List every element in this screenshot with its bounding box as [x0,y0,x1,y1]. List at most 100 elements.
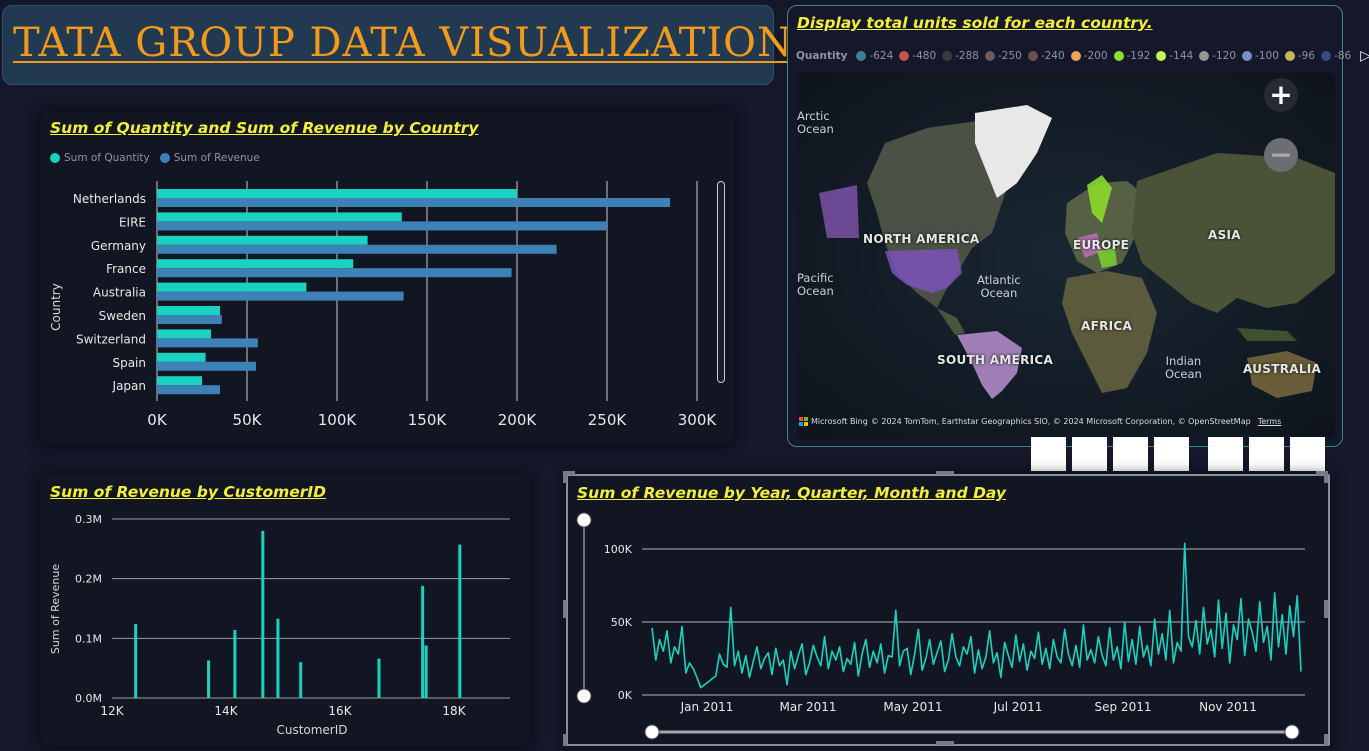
filter-box-6[interactable] [1249,437,1284,471]
bar-revenue[interactable] [157,221,607,231]
resize-handle-tr-v[interactable] [1324,471,1328,483]
map-legend-dot [942,51,953,61]
terms-link[interactable]: Terms [1257,417,1282,426]
bar-quantity[interactable] [157,235,368,245]
indonesia [1237,328,1297,341]
legend-label-revenue: Sum of Revenue [173,152,260,164]
map-attribution: Microsoft Bing © 2024 TomTom, Earthstar … [799,417,1281,426]
customer-bar[interactable] [233,629,237,698]
zoom-out-button[interactable]: − [1264,138,1298,172]
bar-revenue[interactable] [157,268,512,278]
bar-quantity[interactable] [157,329,211,339]
x-zoom-handle-right[interactable] [1284,724,1300,740]
filter-box-3[interactable] [1113,437,1148,471]
bing-label: Microsoft Bing [811,417,868,426]
resize-handle-left[interactable] [563,600,567,618]
time-chart-panel[interactable]: Sum of Revenue by Year, Quarter, Month a… [566,474,1330,746]
filter-box-4[interactable] [1154,437,1189,471]
map-legend-item: -250 [984,50,1022,62]
country-chart-scrollbar[interactable] [717,181,725,383]
customer-bar[interactable] [421,585,425,698]
zoom-in-button[interactable]: + [1264,78,1298,112]
country-label: Sweden [99,309,146,323]
map-legend-value: -192 [1126,50,1151,62]
time-x-tick: Jan 2011 [680,700,734,714]
map-legend-item: -240 [1027,50,1065,62]
map-copyright[interactable]: © 2024 TomTom, Earthstar Geographics SIO… [870,417,1251,426]
bar-revenue[interactable] [157,244,557,254]
legend-dot-revenue [159,153,170,163]
customer-bar[interactable] [377,658,381,698]
customer-chart-panel[interactable]: Sum of Revenue by CustomerID Sum of Reve… [40,474,530,746]
filter-box-1[interactable] [1031,437,1066,471]
filter-box-7[interactable] [1290,437,1325,471]
map-label-south-america: SOUTH AMERICA [937,353,1054,367]
map-legend-item: -288 [942,50,979,62]
map-legend-dot [1199,51,1210,61]
resize-handle-bottom[interactable] [936,741,954,745]
customer-bar[interactable] [458,544,462,698]
customer-bar[interactable] [424,645,428,698]
customer-bar-chart[interactable]: Sum of Revenue CustomerID 0.0M 0.1M 0.2M 0.… [40,474,530,746]
revenue-line[interactable] [651,542,1302,689]
filter-box-5[interactable] [1208,437,1243,471]
y-zoom-handle-top[interactable] [576,512,592,528]
world-map[interactable] [797,73,1335,439]
map-legend-items: -624 -480 -288 -250 -240 -200 -192 -144 -120 -100… [856,50,1351,62]
customer-bar[interactable] [261,530,265,698]
filter-box-2[interactable] [1072,437,1107,471]
bar-revenue[interactable] [157,291,404,301]
resize-handle-tl-v[interactable] [563,471,567,483]
map-panel[interactable]: Display total units sold for each countr… [787,5,1369,447]
map-label-north-america: NORTH AMERICA [863,232,980,246]
customer-bar[interactable] [276,618,280,698]
map-legend-dot [1156,51,1167,61]
customer-bar[interactable] [207,660,211,698]
time-x-tick: Jul 2011 [993,700,1043,714]
map-legend-item: -200 [1070,50,1108,62]
customer-y-axis-title: Sum of Revenue [49,564,62,654]
customer-bar[interactable] [299,662,303,698]
country-chart-legend[interactable]: Sum of Quantity Sum of Revenue [50,152,260,164]
customer-x-axis-title: CustomerID [276,723,347,737]
customer-x-tick: 14K [214,704,238,718]
bar-revenue[interactable] [157,315,222,324]
africa-landmass [1062,271,1157,393]
resize-handle-right[interactable] [1324,600,1328,618]
country-label: Netherlands [73,192,146,206]
bar-revenue[interactable] [157,385,220,395]
customer-bar[interactable] [134,624,138,698]
bar-revenue[interactable] [157,338,258,348]
country-x-tick: 200K [498,411,538,429]
y-zoom-handle-bottom[interactable] [576,688,592,704]
time-line-chart[interactable]: 0K 50K 100K Jan 2011 Mar 2011 May 2011 Jul 201… [568,476,1328,744]
map-title: Display total units sold for each countr… [797,14,1153,32]
bar-quantity[interactable] [157,306,220,315]
map-legend[interactable]: Quantity -624 -480 -288 -250 -240 -200 -192 -14… [796,48,1369,64]
country-chart-panel[interactable]: Sum of Quantity and Sum of Revenue by Co… [40,111,734,445]
map-legend-dot [856,51,867,61]
bar-quantity[interactable] [157,376,202,386]
bar-quantity[interactable] [157,212,402,222]
map-legend-item: -120 [1199,50,1236,62]
resize-handle-br[interactable] [1324,734,1328,746]
bar-quantity[interactable] [157,352,206,362]
bar-quantity[interactable] [157,259,354,269]
resize-handle-top[interactable] [936,471,954,475]
map-legend-dot [1070,51,1081,61]
bar-quantity[interactable] [157,189,517,198]
resize-handle-tl[interactable] [563,471,575,475]
map-legend-value: -86 [1334,50,1352,62]
country-bar-chart[interactable]: Country 0K 50K 100K 150K 200K 250K 300K Netherl… [40,111,734,445]
bar-revenue[interactable] [157,198,670,207]
country-x-tick: 0K [147,411,168,429]
bar-quantity[interactable] [157,282,307,292]
bar-revenue[interactable] [157,361,256,371]
legend-next-icon[interactable]: ▷ [1360,48,1369,64]
map-label-pacific: Pacific Ocean [797,271,834,298]
x-zoom-handle-left[interactable] [644,724,660,740]
time-x-tick: May 2011 [883,700,942,714]
resize-handle-tr[interactable] [1316,471,1328,475]
country-x-tick: 100K [318,411,358,429]
resize-handle-bl[interactable] [563,734,567,746]
